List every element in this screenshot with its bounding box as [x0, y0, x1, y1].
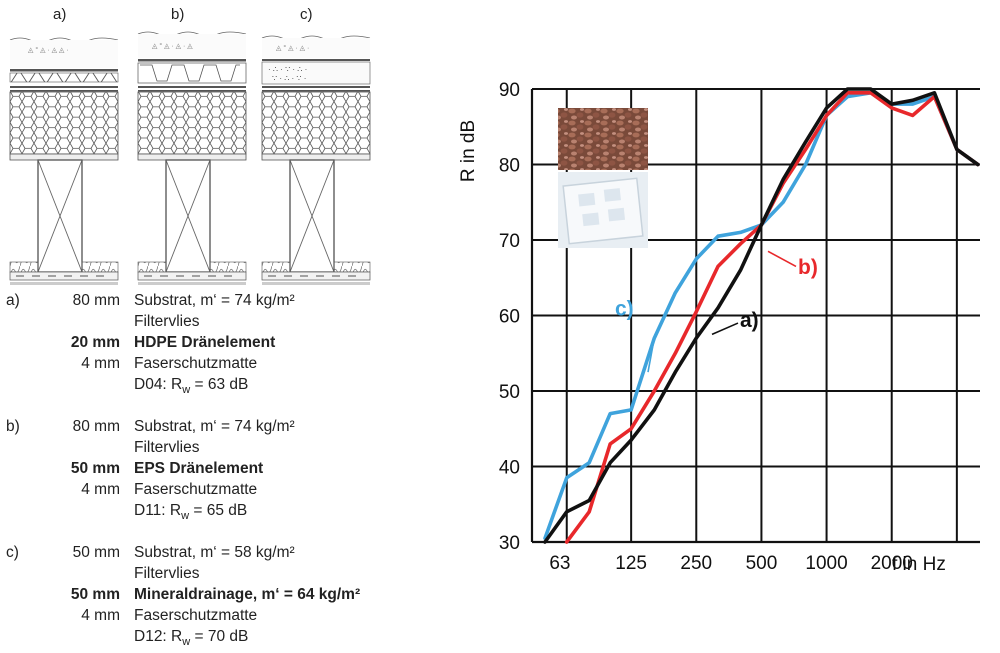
section-c: c) ◬ ° ◬ · ◬ · · ∴ · ∵ · ∴ · ∵ · ∴ · ∵ ·: [261, 6, 371, 286]
eps-element-photo: [558, 172, 648, 248]
section-a: a) ◬ ° ◬ · ◬ ◬ ·: [9, 6, 119, 286]
annotation-c: c): [615, 298, 634, 321]
annotation-leader: [711, 322, 739, 336]
spec-block-a: a) 80 mm Substrat, m‘ = 74 kg/m² Filterv…: [0, 290, 430, 396]
spec-row: 50 mm EPS Dränelement: [0, 458, 430, 479]
spec-thickness: 80 mm: [72, 292, 120, 309]
spec-row: 50 mm Mineraldrainage, m‘ = 64 kg/m²: [0, 584, 430, 605]
x-tick-label: 125: [615, 553, 647, 574]
svg-text:◬ ° ◬ · ◬ · ◬: ◬ ° ◬ · ◬ · ◬: [152, 42, 193, 50]
spec-block-b: b) 80 mm Substrat, m‘ = 74 kg/m² Filterv…: [0, 416, 430, 522]
series-lines: [543, 87, 980, 544]
spec-row: c) 50 mm Substrat, m‘ = 58 kg/m²: [0, 542, 430, 563]
spec-description: Substrat, m‘ = 74 kg/m²: [134, 292, 295, 309]
annotation-b: b): [798, 256, 818, 279]
spec-description: Filtervlies: [134, 565, 200, 582]
series-line-a: [543, 87, 980, 544]
spec-row: 4 mm Faserschutzmatte: [0, 479, 430, 500]
material-photos: [558, 108, 648, 248]
series-annotations: a) b) c): [615, 250, 818, 373]
section-label-b: b): [171, 6, 184, 23]
spec-description: Faserschutzmatte: [134, 607, 258, 624]
spec-row: D11: Rw = 65 dB: [0, 500, 430, 522]
y-axis-label: R in dB: [458, 120, 479, 182]
y-tick-label: 30: [499, 533, 520, 554]
svg-text:∵ · ∴ · ∵ ·: ∵ · ∴ · ∵ ·: [272, 74, 306, 83]
svg-text:· ∴ · ∵ · ∴ ·: · ∴ · ∵ · ∴ ·: [268, 65, 307, 74]
spec-thickness: 4 mm: [81, 481, 120, 498]
y-tick-label: 60: [499, 307, 520, 328]
spec-description: Substrat, m‘ = 74 kg/m²: [134, 418, 295, 435]
spec-row: D12: Rw = 70 dB: [0, 626, 430, 648]
y-tick-label: 90: [499, 80, 520, 101]
spec-row: D04: Rw = 63 dB: [0, 374, 430, 396]
annotation-leader: [767, 250, 797, 268]
x-tick-label: 2000: [871, 553, 913, 574]
y-tick-label: 40: [499, 458, 520, 479]
spec-row: 4 mm Faserschutzmatte: [0, 605, 430, 626]
x-tick-label: 63: [549, 553, 570, 574]
spec-description: EPS Dränelement: [134, 460, 264, 477]
spec-letter: c): [6, 544, 19, 561]
y-tick-label: 70: [499, 231, 520, 252]
spec-thickness: 50 mm: [70, 586, 120, 603]
spec-description: Filtervlies: [134, 313, 200, 330]
section-label-a: a): [53, 6, 66, 23]
svg-text:◬ ° ◬ · ◬ ·: ◬ ° ◬ · ◬ ·: [276, 44, 309, 52]
annotation-leader: [647, 334, 656, 373]
spec-description: Mineraldrainage, m‘ = 64 kg/m²: [134, 586, 361, 603]
roof-cross-sections: a) ◬ ° ◬ · ◬ ◬ · b) ◬ ° ◬ · ◬ · ◬ c) ◬ °…: [9, 6, 371, 286]
spec-description: Faserschutzmatte: [134, 355, 258, 372]
spec-letter: a): [6, 292, 20, 309]
spec-letter: b): [6, 418, 20, 435]
spec-description: Substrat, m‘ = 58 kg/m²: [134, 544, 295, 561]
spec-description: D12: Rw = 70 dB: [134, 628, 249, 649]
y-tick-label: 80: [499, 156, 520, 177]
x-tick-label: 1000: [805, 553, 847, 574]
spec-description: D04: Rw = 63 dB: [134, 376, 249, 397]
spec-row: b) 80 mm Substrat, m‘ = 74 kg/m²: [0, 416, 430, 437]
spec-description: Filtervlies: [134, 439, 200, 456]
section-label-c: c): [300, 6, 313, 23]
sound-insulation-chart: 30 40 50 60 70 80 90 63 125 250 500 1000 2000 R in d…: [458, 80, 980, 575]
spec-description: Faserschutzmatte: [134, 481, 258, 498]
spec-row: Filtervlies: [0, 563, 430, 584]
annotation-a: a): [740, 309, 759, 332]
gravel-photo: [558, 108, 648, 170]
x-tick-label: 500: [746, 553, 778, 574]
x-axis-label: f in Hz: [892, 554, 946, 575]
spec-block-c: c) 50 mm Substrat, m‘ = 58 kg/m² Filterv…: [0, 542, 430, 648]
spec-description: HDPE Dränelement: [134, 334, 276, 351]
spec-row: 4 mm Faserschutzmatte: [0, 353, 430, 374]
spec-thickness: 50 mm: [72, 544, 120, 561]
spec-row: a) 80 mm Substrat, m‘ = 74 kg/m²: [0, 290, 430, 311]
spec-thickness: 50 mm: [70, 460, 120, 477]
y-tick-label: 50: [499, 382, 520, 403]
spec-description: D11: Rw = 65 dB: [134, 502, 248, 523]
axis-labels: R in dB f in Hz: [458, 120, 946, 575]
spec-thickness: 4 mm: [81, 355, 120, 372]
spec-row: 20 mm HDPE Dränelement: [0, 332, 430, 353]
spec-row: Filtervlies: [0, 437, 430, 458]
spec-row: Filtervlies: [0, 311, 430, 332]
svg-text:◬ ° ◬ · ◬ ◬ ·: ◬ ° ◬ · ◬ ◬ ·: [28, 46, 69, 54]
spec-thickness: 80 mm: [72, 418, 120, 435]
spec-thickness: 4 mm: [81, 607, 120, 624]
x-tick-label: 250: [680, 553, 712, 574]
section-b: b) ◬ ° ◬ · ◬ · ◬: [137, 6, 247, 286]
spec-thickness: 20 mm: [70, 334, 120, 351]
